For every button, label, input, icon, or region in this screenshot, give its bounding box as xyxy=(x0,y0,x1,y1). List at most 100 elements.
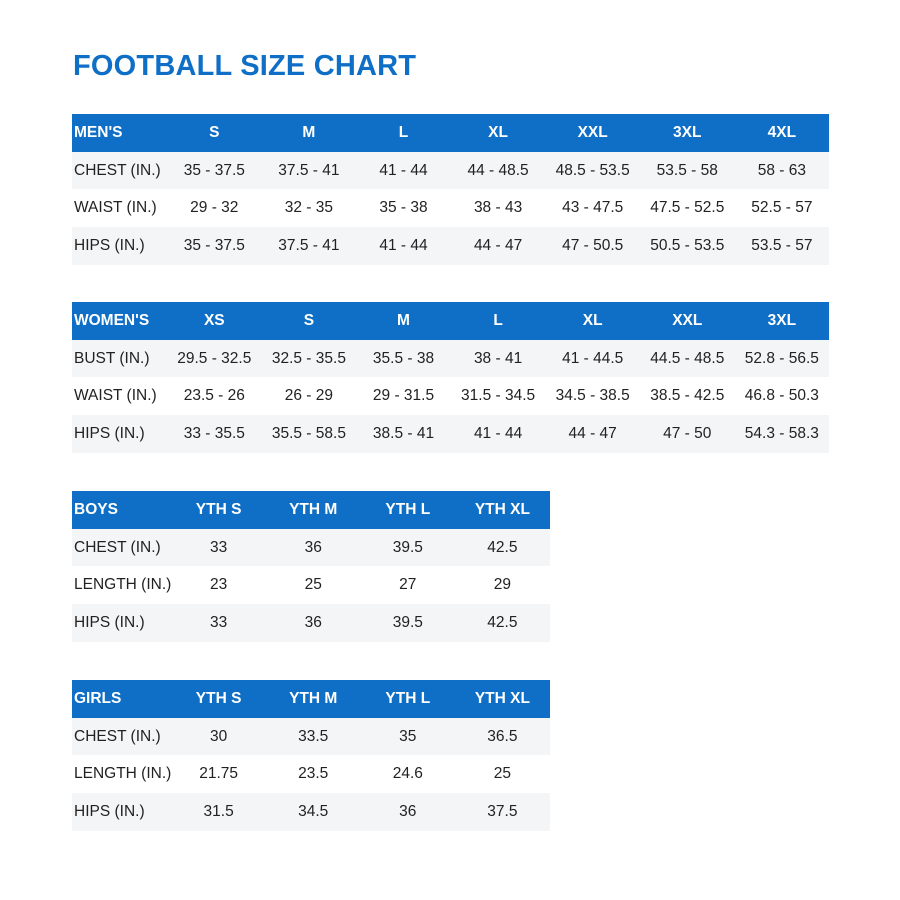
measurement-value: 42.5 xyxy=(455,604,550,642)
header-row: WOMEN'S XS S M L XL XXL 3XL xyxy=(72,302,830,340)
size-column-header: XXL xyxy=(545,114,640,152)
header-row: BOYS YTH S YTH M YTH L YTH XL xyxy=(72,491,550,529)
measurement-label: HIPS (IN.) xyxy=(72,793,172,831)
measurement-label: CHEST (IN.) xyxy=(72,151,167,190)
measurement-value: 38.5 - 42.5 xyxy=(639,377,735,416)
table-row: HIPS (IN.) 31.5 34.5 36 37.5 xyxy=(72,793,550,831)
header-row: GIRLS YTH S YTH M YTH L YTH XL xyxy=(72,680,550,718)
measurement-value: 47 - 50 xyxy=(639,415,735,453)
measurement-value: 34.5 - 38.5 xyxy=(545,377,640,416)
measurement-value: 36.5 xyxy=(455,717,550,756)
measurement-value: 29 xyxy=(455,566,550,605)
measurement-value: 53.5 - 58 xyxy=(639,151,735,190)
measurement-label: HIPS (IN.) xyxy=(72,415,167,453)
size-column-header: 3XL xyxy=(734,302,830,340)
measurement-value: 53.5 - 57 xyxy=(734,227,830,265)
measurement-value: 37.5 - 41 xyxy=(261,227,357,265)
measurement-value: 52.5 - 57 xyxy=(734,189,830,228)
size-column-header: S xyxy=(167,114,262,152)
measurement-value: 37.5 xyxy=(455,793,550,831)
measurement-value: 41 - 44.5 xyxy=(545,339,640,378)
size-column-header: S xyxy=(261,302,357,340)
measurement-value: 37.5 - 41 xyxy=(261,151,357,190)
measurement-value: 26 - 29 xyxy=(261,377,357,416)
table-row: WAIST (IN.) 29 - 32 32 - 35 35 - 38 38 - 43 4… xyxy=(72,189,830,228)
measurement-value: 35 - 38 xyxy=(356,189,451,228)
table-row: CHEST (IN.) 30 33.5 35 36.5 xyxy=(72,717,550,756)
size-column-header: XL xyxy=(450,114,546,152)
page-title: FOOTBALL SIZE CHART xyxy=(73,50,417,82)
measurement-value: 25 xyxy=(455,755,550,794)
measurement-value: 35 - 37.5 xyxy=(167,151,262,190)
measurement-value: 48.5 - 53.5 xyxy=(545,151,640,190)
measurement-value: 38 - 41 xyxy=(450,339,546,378)
measurement-value: 32 - 35 xyxy=(261,189,357,228)
measurement-value: 41 - 44 xyxy=(356,151,451,190)
measurement-value: 33 - 35.5 xyxy=(167,415,262,453)
measurement-value: 34.5 xyxy=(265,793,361,831)
measurement-label: HIPS (IN.) xyxy=(72,604,172,642)
measurement-value: 35 - 37.5 xyxy=(167,227,262,265)
measurement-value: 35.5 - 38 xyxy=(356,339,451,378)
table-category-header: WOMEN'S xyxy=(72,302,167,340)
measurement-value: 35.5 - 58.5 xyxy=(261,415,357,453)
measurement-value: 36 xyxy=(265,528,361,567)
measurement-value: 23 xyxy=(171,566,266,605)
measurement-value: 39.5 xyxy=(360,604,456,642)
header-row: MEN'S S M L XL XXL 3XL 4XL xyxy=(72,114,830,152)
measurement-value: 42.5 xyxy=(455,528,550,567)
size-column-header: M xyxy=(261,114,357,152)
size-column-header: XL xyxy=(545,302,640,340)
measurement-value: 30 xyxy=(171,717,266,756)
womens-size-table: WOMEN'S XS S M L XL XXL 3XL BUST (IN.) 29.5 - 32.… xyxy=(72,302,830,453)
measurement-value: 35 xyxy=(360,717,456,756)
table-row: CHEST (IN.) 35 - 37.5 37.5 - 41 41 - 44 44 -… xyxy=(72,151,830,190)
measurement-value: 31.5 - 34.5 xyxy=(450,377,546,416)
measurement-value: 33.5 xyxy=(265,717,361,756)
measurement-value: 46.8 - 50.3 xyxy=(734,377,830,416)
measurement-label: LENGTH (IN.) xyxy=(72,566,172,605)
measurement-value: 36 xyxy=(265,604,361,642)
measurement-value: 23.5 xyxy=(265,755,361,794)
size-column-header: L xyxy=(356,114,451,152)
measurement-label: WAIST (IN.) xyxy=(72,189,167,228)
measurement-value: 41 - 44 xyxy=(450,415,546,453)
measurement-value: 58 - 63 xyxy=(734,151,830,190)
measurement-label: HIPS (IN.) xyxy=(72,227,167,265)
size-column-header: XXL xyxy=(639,302,735,340)
table-row: HIPS (IN.) 33 36 39.5 42.5 xyxy=(72,604,550,642)
table-row: LENGTH (IN.) 23 25 27 29 xyxy=(72,566,550,605)
measurement-value: 43 - 47.5 xyxy=(545,189,640,228)
measurement-value: 36 xyxy=(360,793,456,831)
measurement-value: 47.5 - 52.5 xyxy=(639,189,735,228)
measurement-value: 39.5 xyxy=(360,528,456,567)
measurement-value: 27 xyxy=(360,566,456,605)
table-category-header: GIRLS xyxy=(72,680,172,718)
measurement-value: 54.3 - 58.3 xyxy=(734,415,830,453)
measurement-value: 31.5 xyxy=(171,793,266,831)
size-column-header: YTH M xyxy=(265,491,361,529)
table-category-header: MEN'S xyxy=(72,114,167,152)
size-column-header: YTH S xyxy=(171,680,266,718)
size-column-header: YTH S xyxy=(171,491,266,529)
measurement-value: 41 - 44 xyxy=(356,227,451,265)
measurement-value: 44 - 48.5 xyxy=(450,151,546,190)
size-column-header: YTH M xyxy=(265,680,361,718)
measurement-value: 47 - 50.5 xyxy=(545,227,640,265)
measurement-label: CHEST (IN.) xyxy=(72,717,172,756)
measurement-label: BUST (IN.) xyxy=(72,339,167,378)
table-category-header: BOYS xyxy=(72,491,172,529)
measurement-value: 44 - 47 xyxy=(545,415,640,453)
size-column-header: XS xyxy=(167,302,262,340)
measurement-value: 29 - 32 xyxy=(167,189,262,228)
measurement-value: 52.8 - 56.5 xyxy=(734,339,830,378)
size-column-header: YTH L xyxy=(360,680,456,718)
size-column-header: YTH XL xyxy=(455,491,550,529)
table-row: HIPS (IN.) 33 - 35.5 35.5 - 58.5 38.5 - 41 4… xyxy=(72,415,830,453)
table-row: LENGTH (IN.) 21.75 23.5 24.6 25 xyxy=(72,755,550,794)
girls-size-table: GIRLS YTH S YTH M YTH L YTH XL CHEST (IN.) 30 3… xyxy=(72,680,550,831)
table-row: WAIST (IN.) 23.5 - 26 26 - 29 29 - 31.5 31.5… xyxy=(72,377,830,416)
measurement-value: 44 - 47 xyxy=(450,227,546,265)
measurement-value: 38.5 - 41 xyxy=(356,415,451,453)
table-row: BUST (IN.) 29.5 - 32.5 32.5 - 35.5 35.5 - 3… xyxy=(72,339,830,378)
